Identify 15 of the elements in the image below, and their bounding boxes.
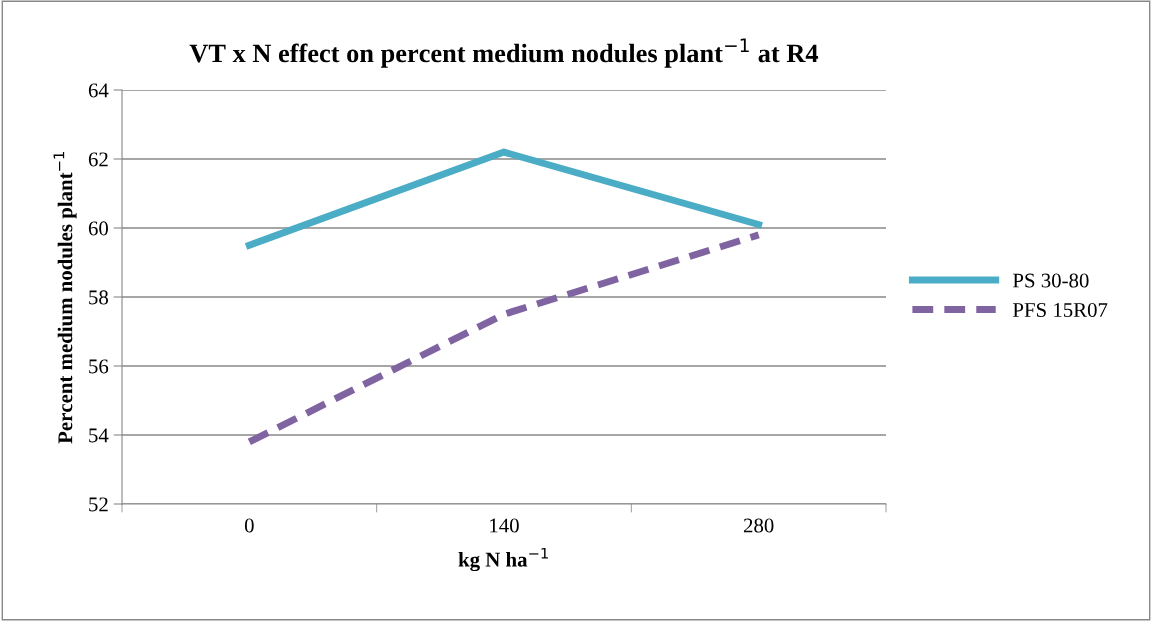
chart-title: VT x N effect on percent medium nodules plant$^{−1}$ at R4: [189, 38, 819, 68]
legend-label: PFS 15R07: [1012, 302, 1108, 317]
x-tick-label: 140: [490, 518, 519, 533]
y-tick-label: 54: [89, 428, 109, 443]
y-tick-label: 52: [89, 497, 108, 512]
y-tick-label: 64: [88, 83, 109, 98]
x-tick-label: 0: [244, 518, 254, 533]
y-tick-label: 58: [89, 290, 109, 305]
x-tick-label: 280: [743, 518, 774, 533]
x-axis-title: kg N ha$^{−1}$: [458, 547, 548, 572]
y-tick-label: 60: [88, 221, 109, 236]
legend-label: PS 30-80: [1012, 273, 1089, 288]
y-axis-title: Percent medium nodules plant$^{−1}$: [53, 152, 77, 444]
y-tick-label: 56: [89, 359, 109, 374]
y-tick-label: 62: [88, 152, 108, 167]
